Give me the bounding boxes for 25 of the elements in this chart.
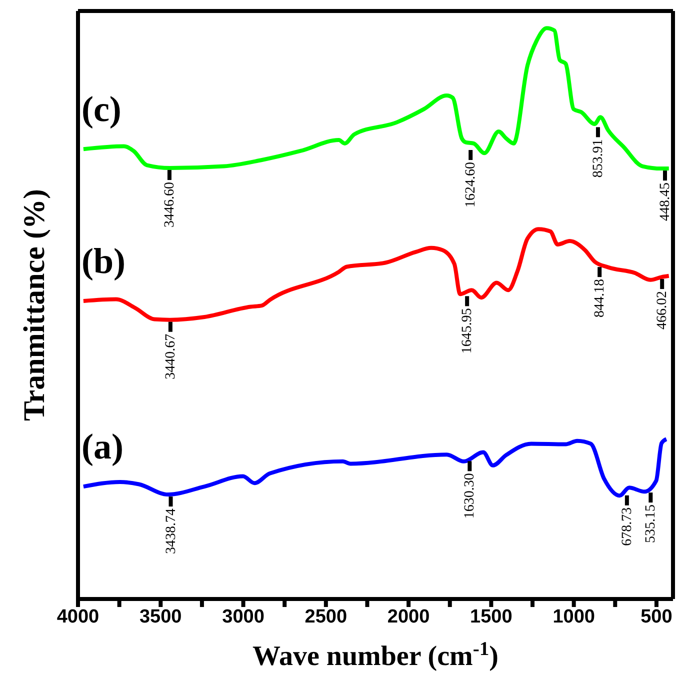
series-label: (b) xyxy=(81,241,126,282)
x-tick-label: 500 xyxy=(640,606,672,628)
annotation: 844.18 xyxy=(592,279,608,318)
x-tick-label: 1000 xyxy=(552,606,595,628)
x-tick-label: 3000 xyxy=(222,606,264,628)
annotation: 678.73 xyxy=(620,507,635,546)
x-axis-title: Wave number (cm$^{-1}$) xyxy=(252,638,499,672)
series-label: (a) xyxy=(81,426,124,467)
x-tick-label: 1500 xyxy=(470,606,512,628)
annotation: 853.91 xyxy=(590,139,606,178)
annotation: 535.15 xyxy=(644,504,659,544)
annotation: 1645.95 xyxy=(460,308,476,354)
annotation: 3446.60 xyxy=(162,182,178,228)
annotation: 466.02 xyxy=(655,291,670,330)
annotation: 448.45 xyxy=(658,182,673,222)
y-axis-title: Tranmittance (%) xyxy=(18,189,51,421)
series-label: (c) xyxy=(81,89,122,130)
x-tick-label: 2000 xyxy=(387,606,430,628)
annotation: 3440.67 xyxy=(163,334,178,380)
x-tick-label: 3500 xyxy=(140,606,182,628)
x-tick-label: 4000 xyxy=(56,606,100,628)
x-tick-label: 2500 xyxy=(304,606,348,628)
annotation: 3438.74 xyxy=(164,508,179,554)
annotation: 1630.30 xyxy=(462,473,478,519)
annotation: 1624.60 xyxy=(464,162,479,208)
